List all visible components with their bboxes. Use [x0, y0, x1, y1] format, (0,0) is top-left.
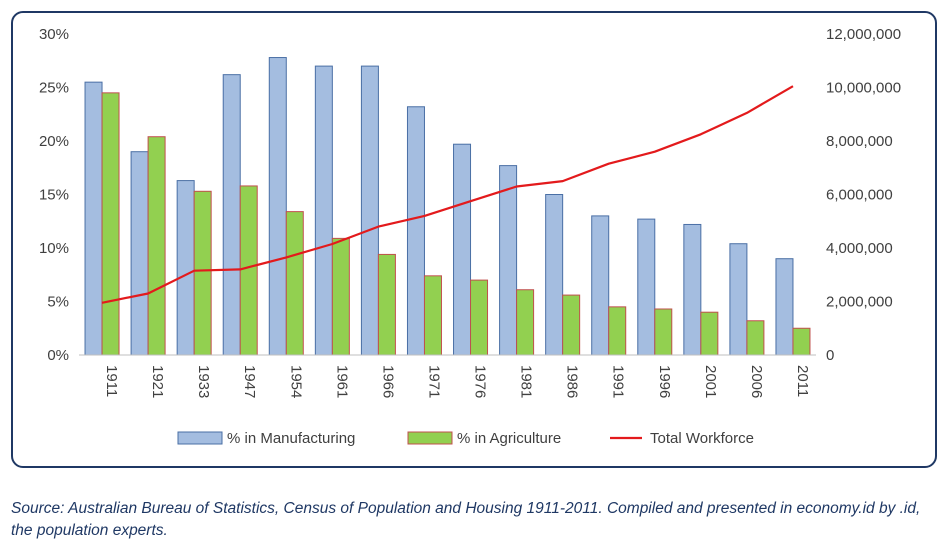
bar-agriculture: [147, 136, 166, 356]
x-tick-label: 1954: [287, 365, 304, 398]
bar-agriculture: [792, 327, 811, 356]
bar-agriculture: [331, 237, 350, 356]
bar-agriculture: [700, 311, 719, 356]
x-tick-label: 2011: [794, 365, 811, 397]
bar-manufacturing: [268, 57, 287, 356]
y-left-tick-label: 25%: [39, 80, 69, 97]
y-right-tick-label: 4,000,000: [826, 240, 893, 257]
y-left-tick-label: 0%: [47, 347, 69, 364]
chart-frame: 0% 5% 10% 15% 20% 25% 30% 0 2,000,000 4,000,000 6,…: [11, 11, 937, 468]
x-tick-label: 1976: [472, 365, 489, 398]
y-right-tick-label: 8,000,000: [826, 133, 893, 150]
bar-manufacturing: [84, 81, 103, 356]
bar-manufacturing: [130, 151, 149, 356]
x-tick-label: 1966: [379, 365, 396, 398]
y-right-tick-label: 10,000,000: [826, 80, 901, 97]
bar-manufacturing: [222, 74, 241, 356]
bar-manufacturing: [545, 194, 564, 356]
x-tick-label: 1911: [103, 365, 120, 397]
y-left-tick-label: 15%: [39, 187, 69, 204]
bar-manufacturing: [406, 106, 425, 356]
x-tick-label: 1981: [518, 365, 535, 398]
bar-agriculture: [423, 275, 442, 356]
x-tick-label: 1921: [149, 365, 166, 398]
chart: 0% 5% 10% 15% 20% 25% 30% 0 2,000,000 4,000,000 6,…: [39, 26, 901, 447]
bar-manufacturing: [176, 180, 195, 356]
bar-manufacturing: [775, 258, 794, 356]
bar-manufacturing: [499, 165, 518, 356]
x-tick-label: 1961: [333, 365, 350, 398]
legend-agriculture-swatch: [407, 431, 453, 445]
bar-manufacturing: [314, 65, 333, 356]
bar-agriculture: [562, 294, 581, 356]
legend-manufacturing-label: % in Manufacturing: [227, 430, 355, 447]
legend-manufacturing-swatch: [177, 431, 223, 445]
source-note: Source: Australian Bureau of Statistics,…: [11, 500, 921, 539]
y-right-tick-label: 6,000,000: [826, 187, 893, 204]
x-tick-label: 1986: [564, 365, 581, 398]
line-total-workforce: [101, 85, 794, 304]
x-tick-label: 1996: [656, 365, 673, 398]
bar-manufacturing: [637, 218, 656, 356]
bar-agriculture: [101, 92, 120, 356]
bar-manufacturing: [453, 143, 472, 356]
legend-agriculture-label: % in Agriculture: [457, 430, 561, 447]
y-right-tick-label: 2,000,000: [826, 294, 893, 311]
x-tick-label: 2001: [702, 365, 719, 398]
bar-manufacturing: [360, 65, 379, 356]
y-right-tick-label: 0: [826, 347, 834, 364]
bar-agriculture: [193, 190, 212, 356]
legend-total-workforce-label: Total Workforce: [650, 430, 754, 447]
y-right-tick-label: 12,000,000: [826, 26, 901, 43]
x-tick-label: 1947: [241, 365, 258, 398]
x-tick-label: 1991: [610, 365, 627, 398]
bar-agriculture: [608, 306, 627, 356]
bar-agriculture: [470, 279, 489, 356]
bar-manufacturing: [683, 223, 702, 356]
bar-agriculture: [285, 211, 304, 356]
y-left-tick-label: 10%: [39, 240, 69, 257]
bar-agriculture: [239, 185, 258, 356]
y-left-tick-label: 30%: [39, 26, 69, 43]
bar-manufacturing: [729, 243, 748, 356]
bar-agriculture: [746, 320, 765, 356]
x-tick-label: 1933: [195, 365, 212, 398]
x-tick-label: 2006: [748, 365, 765, 398]
bar-agriculture: [654, 308, 673, 356]
bar-manufacturing: [591, 215, 610, 356]
bar-agriculture: [377, 253, 396, 356]
y-left-tick-label: 5%: [47, 294, 69, 311]
y-left-tick-label: 20%: [39, 133, 69, 150]
x-tick-label: 1971: [425, 365, 442, 398]
bar-agriculture: [516, 289, 535, 356]
